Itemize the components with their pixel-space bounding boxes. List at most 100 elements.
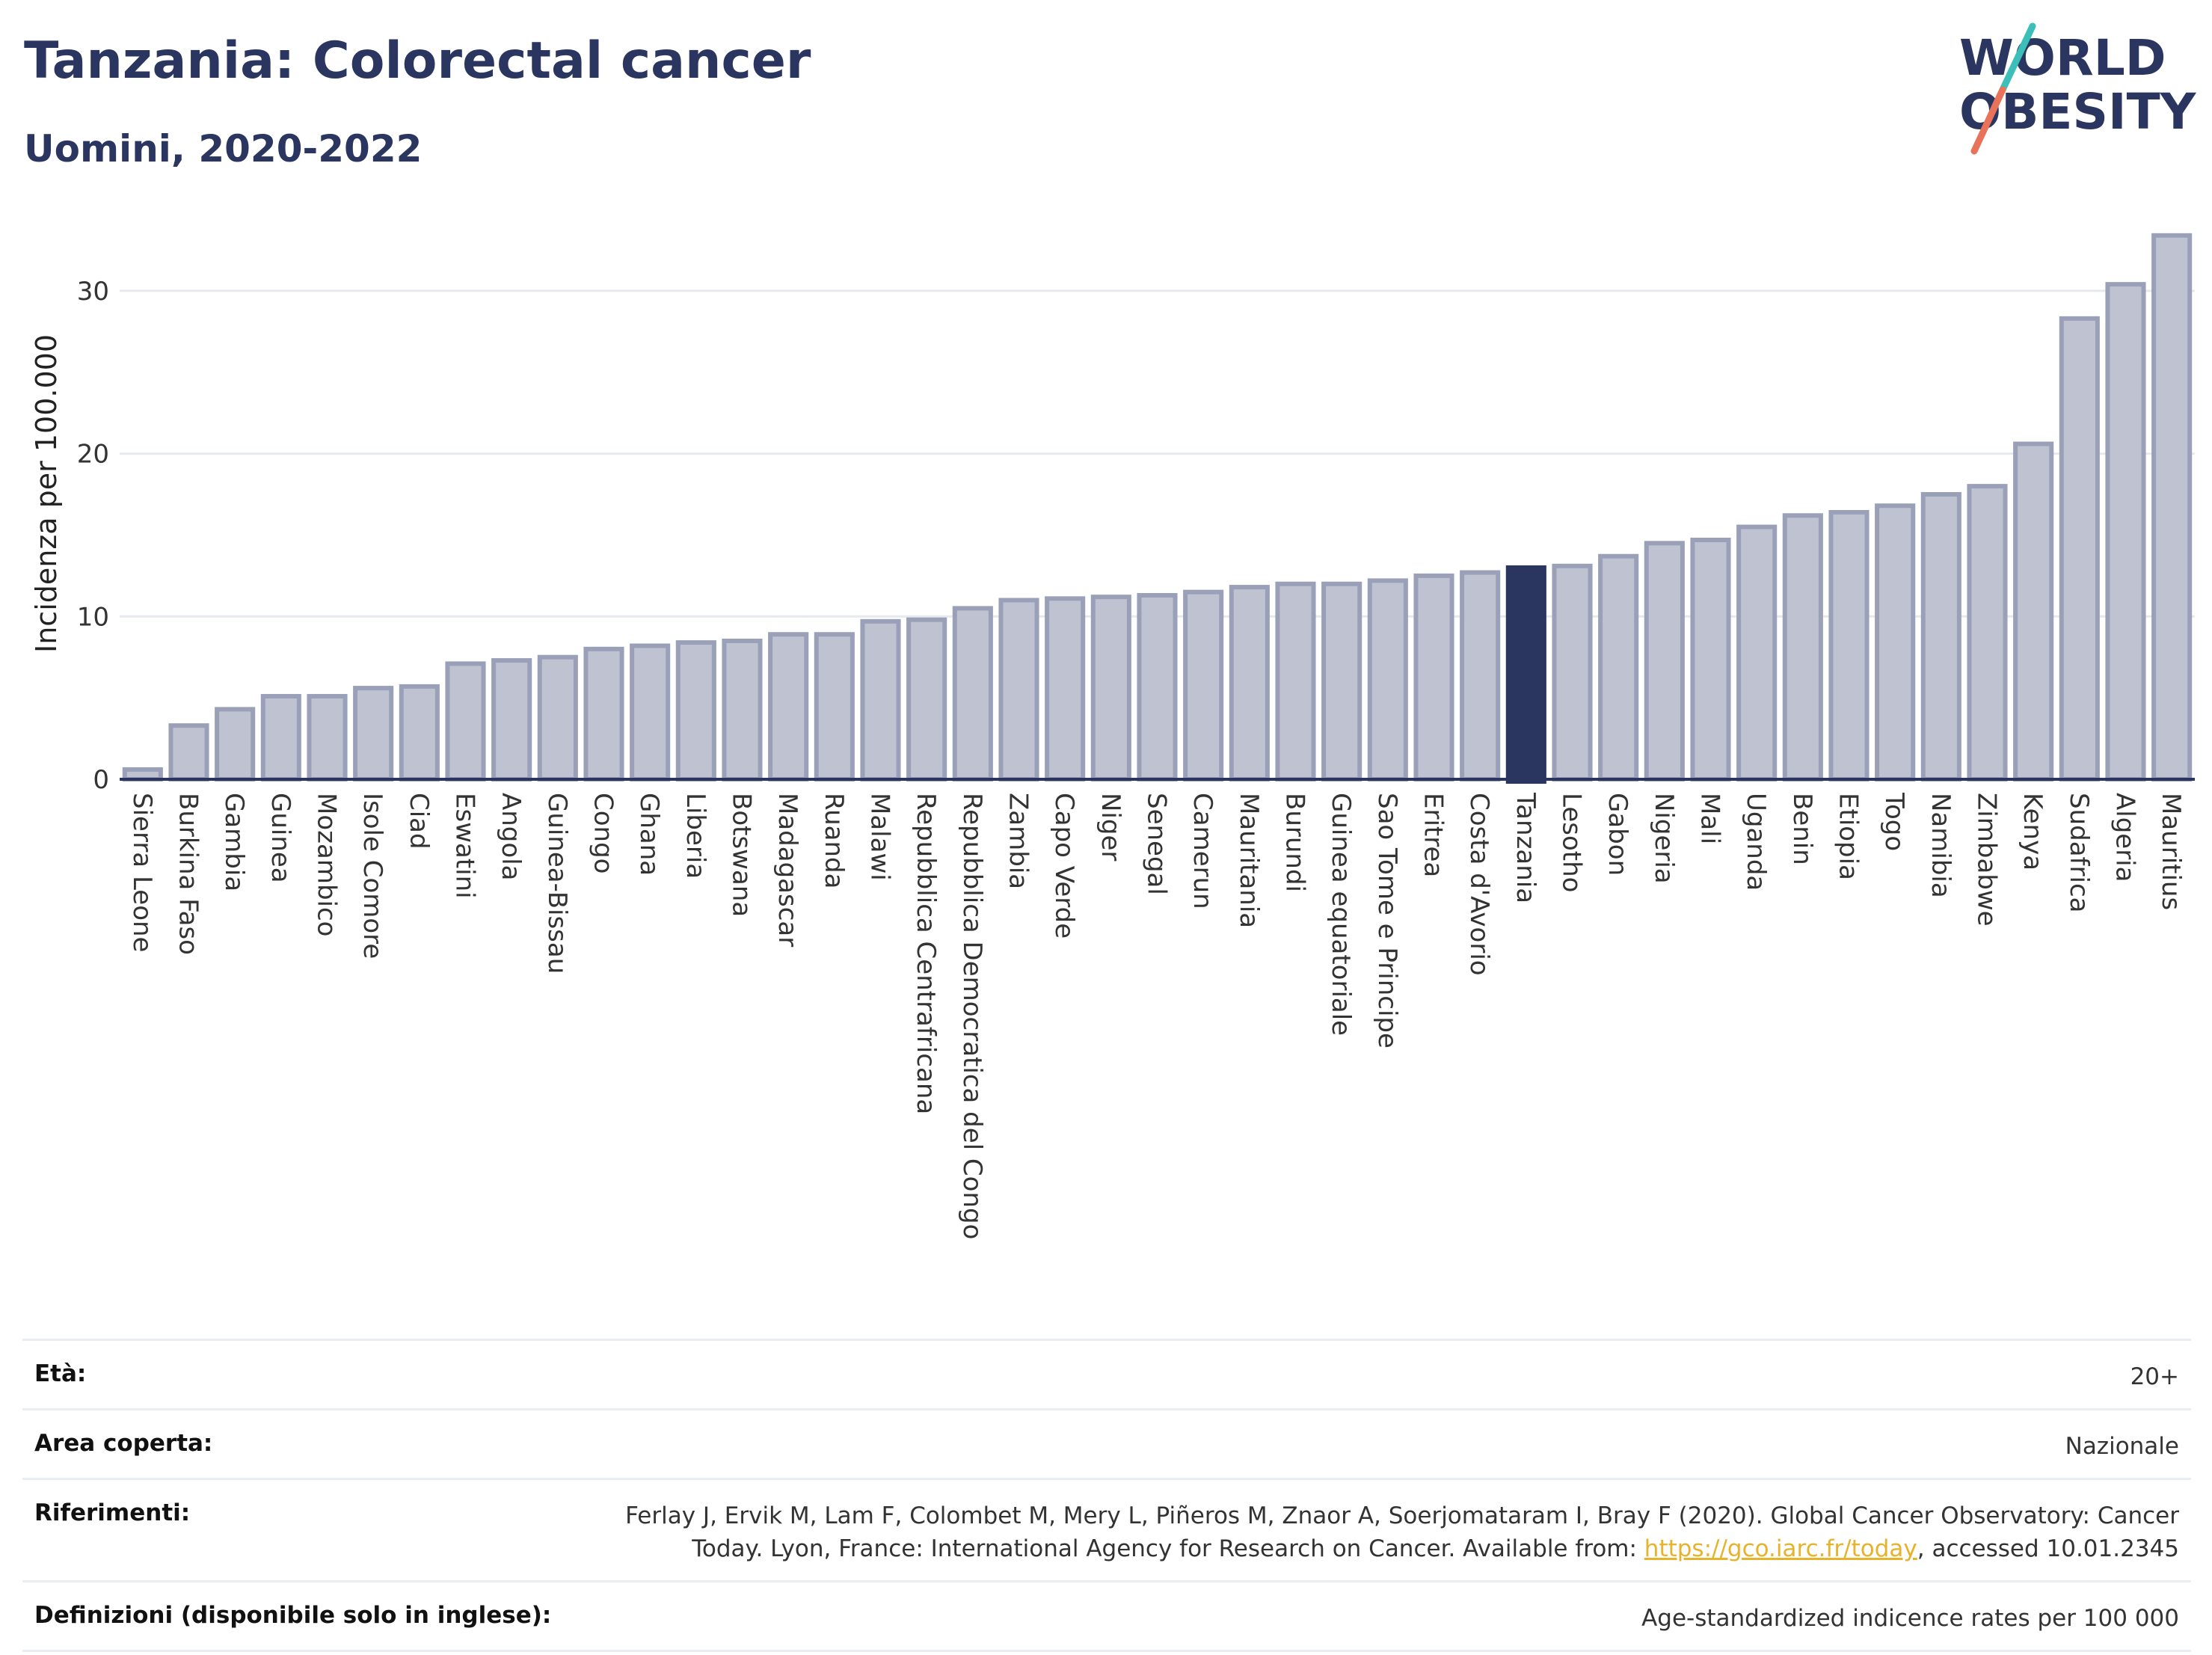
bar-burundi xyxy=(1275,581,1316,782)
page-subtitle: Uomini, 2020-2022 xyxy=(24,127,423,171)
bar-mozambico xyxy=(307,693,348,782)
x-tick-label: Liberia xyxy=(681,793,710,879)
x-tick-label: Sao Tome e Principe xyxy=(1372,793,1402,1048)
bar-gambia xyxy=(215,707,256,782)
x-tick-label: Eswatini xyxy=(450,793,480,899)
x-tick-label: Togo xyxy=(1879,792,1909,851)
bar-madagascar xyxy=(768,632,809,782)
bar-gabon xyxy=(1598,553,1639,782)
x-tick-label: Zambia xyxy=(1004,793,1033,889)
info-row: Riferimenti: Ferlay J, Ervik M, Lam F, Co… xyxy=(22,1478,2191,1580)
bar-mauritius xyxy=(2151,233,2193,782)
bar-eswatini xyxy=(445,661,486,782)
x-tick-label: Ruanda xyxy=(819,793,849,888)
x-tick-label: Gabon xyxy=(1603,793,1632,876)
info-key: Riferimenti: xyxy=(34,1499,191,1526)
bar-chart: 0 10 20 30 Sierra Leone Burkina Faso Gambia Gu… xyxy=(30,233,2195,1239)
x-tick-label: Isole Comore xyxy=(357,793,387,959)
logo-slash-teal xyxy=(1999,22,2036,93)
logo-slash-coral xyxy=(1970,86,2006,155)
bar-zimbabwe xyxy=(1967,484,2008,782)
x-tick-label: Repubblica Centrafricana xyxy=(911,793,941,1114)
x-tick-label: Guinea equatoriale xyxy=(1326,793,1356,1036)
info-row: Definizioni (disponibile solo in inglese… xyxy=(22,1580,2191,1652)
bar-sao-tome-e-principe xyxy=(1367,578,1408,782)
bar-zambia xyxy=(998,598,1039,782)
x-tick-label: Gambia xyxy=(219,793,249,891)
bar-ghana xyxy=(630,643,671,782)
bar-algeria xyxy=(2105,282,2146,782)
bars xyxy=(122,233,2193,784)
page-title: Tanzania: Colorectal cancer xyxy=(24,31,811,90)
x-tick-label: Uganda xyxy=(1741,793,1771,891)
x-tick-label: Lesotho xyxy=(1557,793,1587,892)
x-tick-label: Burundi xyxy=(1280,793,1310,892)
x-tick-label: Algeria xyxy=(2110,793,2140,882)
x-tick-label: Ciad xyxy=(404,793,434,850)
bar-camerun xyxy=(1183,589,1224,782)
bar-mali xyxy=(1690,537,1731,782)
bar-repubblica-centrafricana xyxy=(906,617,947,782)
x-tick-label: Niger xyxy=(1096,793,1125,861)
bar-guinea xyxy=(260,693,301,782)
x-tick-label: Mauritius xyxy=(2156,793,2186,910)
bar-botswana xyxy=(722,638,763,782)
bar-nigeria xyxy=(1644,541,1685,782)
bar-eritrea xyxy=(1413,573,1454,782)
bar-repubblica-democratica-del-congo xyxy=(952,606,993,782)
x-tick-label: Sudafrica xyxy=(2064,793,2094,912)
bar-benin xyxy=(1782,513,1823,782)
x-tick-label: Tanzania xyxy=(1511,792,1540,903)
x-tick-label: Madagascar xyxy=(772,793,802,947)
world-obesity-logo: WORLD OBESITY xyxy=(1959,22,2197,155)
x-tick-label: Etiopia xyxy=(1834,793,1864,880)
x-axis-labels: Sierra Leone Burkina Faso Gambia Guinea Moza… xyxy=(127,792,2186,1239)
x-tick-label: Repubblica Democratica del Congo xyxy=(957,793,987,1239)
x-tick-label: Zimbabwe xyxy=(1972,793,2002,927)
info-row: Età: 20+ xyxy=(22,1339,2191,1408)
x-tick-label: Burkina Faso xyxy=(173,793,203,955)
bar-sudafrica xyxy=(2059,316,2100,782)
bar-guinea-equatoriale xyxy=(1321,581,1362,782)
bar-niger xyxy=(1090,595,1131,782)
info-key: Area coperta: xyxy=(34,1430,213,1457)
y-axis-label: Incidenza per 100.000 xyxy=(30,334,63,653)
bar-kenya xyxy=(2013,441,2054,782)
x-tick-label: Kenya xyxy=(2018,793,2047,871)
y-tick-label: 0 xyxy=(93,765,109,795)
info-key: Età: xyxy=(34,1360,87,1387)
x-tick-label: Eritrea xyxy=(1419,793,1448,877)
x-tick-label: Nigeria xyxy=(1649,793,1679,884)
info-key: Definizioni (disponibile solo in inglese… xyxy=(34,1602,552,1629)
info-value: Age-standardized indicence rates per 100… xyxy=(1641,1605,2179,1632)
bar-costa-d-avorio xyxy=(1460,570,1501,782)
reference-link[interactable]: https://gco.iarc.fr/today xyxy=(1644,1535,1917,1562)
bar-ciad xyxy=(399,684,440,782)
info-table: Età: 20+ Area coperta: Nazionale Riferimenti… xyxy=(22,1339,2191,1652)
x-tick-label: Congo xyxy=(589,793,618,873)
x-tick-label: Botswana xyxy=(727,793,757,917)
bar-mauritania xyxy=(1229,585,1270,782)
info-row: Area coperta: Nazionale xyxy=(22,1408,2191,1478)
y-tick-label: 10 xyxy=(77,602,109,632)
bar-togo xyxy=(1875,503,1916,782)
x-tick-label: Mali xyxy=(1695,793,1725,844)
x-tick-label: Namibia xyxy=(1926,793,1956,898)
x-tick-label: Senegal xyxy=(1142,793,1172,895)
bar-burkina-faso xyxy=(168,723,209,782)
bar-congo xyxy=(583,646,624,782)
bar-isole-comore xyxy=(353,686,394,782)
x-tick-label: Benin xyxy=(1787,793,1817,865)
x-tick-label: Malawi xyxy=(865,793,895,881)
logo-text-world: WORLD xyxy=(1959,29,2166,87)
bar-angola xyxy=(491,658,532,782)
x-tick-label: Guinea-Bissau xyxy=(542,793,572,974)
x-tick-label: Guinea xyxy=(265,793,295,883)
bar-malawi xyxy=(860,618,901,782)
info-value: 20+ xyxy=(2130,1363,2179,1390)
bar-etiopia xyxy=(1828,509,1870,782)
bar-guinea-bissau xyxy=(537,654,578,782)
info-value: Nazionale xyxy=(2065,1433,2179,1460)
info-value: Ferlay J, Ervik M, Lam F, Colombet M, Me… xyxy=(625,1502,2179,1562)
x-tick-label: Ghana xyxy=(634,793,664,876)
